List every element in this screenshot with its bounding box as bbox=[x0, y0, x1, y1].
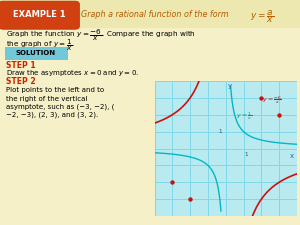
Text: x: x bbox=[290, 153, 294, 159]
Text: 1: 1 bbox=[244, 152, 248, 157]
Text: $y=\frac{-6}{x}$: $y=\frac{-6}{x}$ bbox=[262, 95, 282, 106]
Point bbox=[188, 197, 193, 201]
FancyBboxPatch shape bbox=[0, 1, 80, 29]
FancyBboxPatch shape bbox=[0, 0, 300, 28]
Text: the right of the vertical: the right of the vertical bbox=[6, 96, 87, 101]
Text: EXAMPLE 1: EXAMPLE 1 bbox=[13, 10, 65, 19]
Text: Graph a rational function of the form: Graph a rational function of the form bbox=[81, 10, 229, 19]
FancyBboxPatch shape bbox=[4, 47, 68, 60]
Point bbox=[259, 96, 264, 100]
Text: the graph of $y = \dfrac{1}{x}$.: the graph of $y = \dfrac{1}{x}$. bbox=[6, 37, 75, 53]
Text: SOLUTION: SOLUTION bbox=[16, 50, 56, 56]
Text: $y = \dfrac{a}{x}$: $y = \dfrac{a}{x}$ bbox=[250, 8, 274, 25]
Text: Draw the asymptotes $x = 0$ and $y = 0$.: Draw the asymptotes $x = 0$ and $y = 0$. bbox=[6, 68, 139, 78]
Text: asymptote, such as (−3, −2), (: asymptote, such as (−3, −2), ( bbox=[6, 103, 114, 110]
Text: y: y bbox=[228, 83, 232, 89]
Point bbox=[277, 113, 282, 117]
Text: STEP 2: STEP 2 bbox=[6, 77, 36, 86]
Text: Graph the function $y = \dfrac{-6}{x}$. Compare the graph with: Graph the function $y = \dfrac{-6}{x}$. … bbox=[6, 27, 196, 43]
Text: STEP 1: STEP 1 bbox=[6, 61, 36, 70]
Text: Plot points to the left and to: Plot points to the left and to bbox=[6, 88, 104, 93]
Text: −2, −3), (2, 3), and (3, 2).: −2, −3), (2, 3), and (3, 2). bbox=[6, 111, 98, 117]
Point bbox=[170, 180, 175, 184]
Text: $y=\frac{1}{x}$: $y=\frac{1}{x}$ bbox=[236, 111, 252, 122]
FancyBboxPatch shape bbox=[0, 28, 300, 225]
Text: 1: 1 bbox=[218, 129, 222, 134]
